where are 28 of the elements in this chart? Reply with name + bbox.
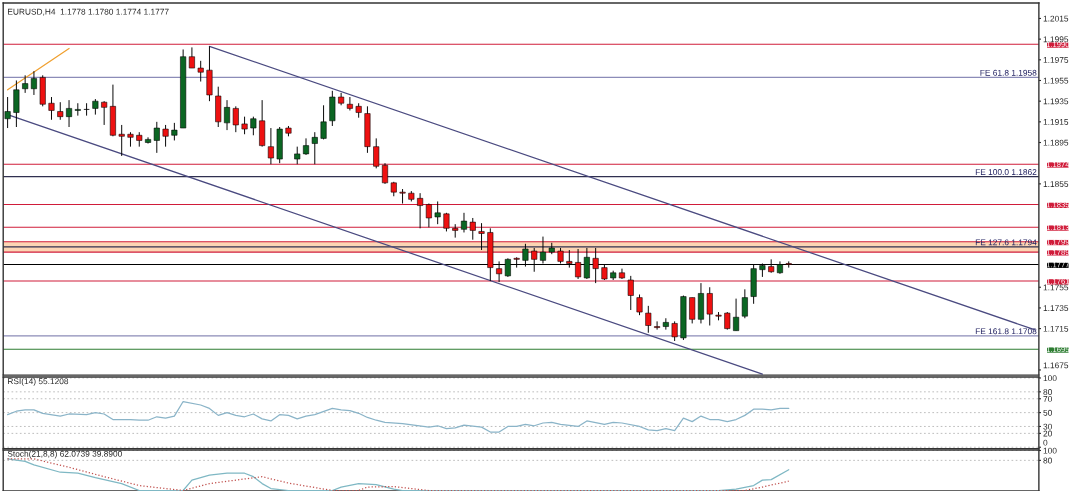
y-tick-label: 70	[1043, 395, 1052, 402]
y-tick-label: 1.1895	[1043, 139, 1069, 146]
ref-line-label: FE 100.0 1.1862	[975, 169, 1037, 175]
y-tick-label: 80	[1043, 457, 1052, 464]
text: EURUSD,H4 1.1778 1.1780 1.1774 1.1777	[8, 8, 169, 16]
y-tick-label: 1.1715	[1043, 325, 1069, 332]
y-tick-label: 1.1915	[1043, 119, 1069, 125]
y-tick-label: 1.1975	[1043, 57, 1069, 63]
ref-line-label: FE 161.8 1.1708	[975, 328, 1037, 335]
y-tick-label: 50	[1043, 409, 1052, 416]
y-tick-label: 100	[1043, 447, 1057, 454]
y-tick-label: 100	[1043, 375, 1057, 382]
y-tick-label: 1.1955	[1043, 77, 1069, 84]
y-tick-label: 20	[1043, 430, 1052, 437]
y-tick-label: 1.1855	[1043, 181, 1069, 187]
y-tick-label: 1.1675	[1043, 362, 1069, 369]
y-tick-label: 0	[1043, 439, 1048, 446]
y-tick-label: 1.2015	[1043, 15, 1069, 22]
ref-line-label: FE 127.6 1.1794	[975, 239, 1037, 246]
chart-title: RSI(14) 55.1208	[8, 378, 69, 386]
chart-title: Stoch(21,8,8) 62.0739 39.8900	[7, 450, 122, 459]
y-tick-label: 30	[1043, 423, 1052, 430]
y-tick-label: 1.1935	[1043, 98, 1069, 105]
y-tick-label: 1.1755	[1043, 284, 1069, 291]
ref-line-label: FE 61.8 1.1958	[980, 69, 1037, 76]
y-tick-label: 80	[1043, 389, 1052, 395]
y-tick-label: 1.1735	[1043, 305, 1069, 312]
y-tick-label: 1.1995	[1043, 36, 1069, 43]
